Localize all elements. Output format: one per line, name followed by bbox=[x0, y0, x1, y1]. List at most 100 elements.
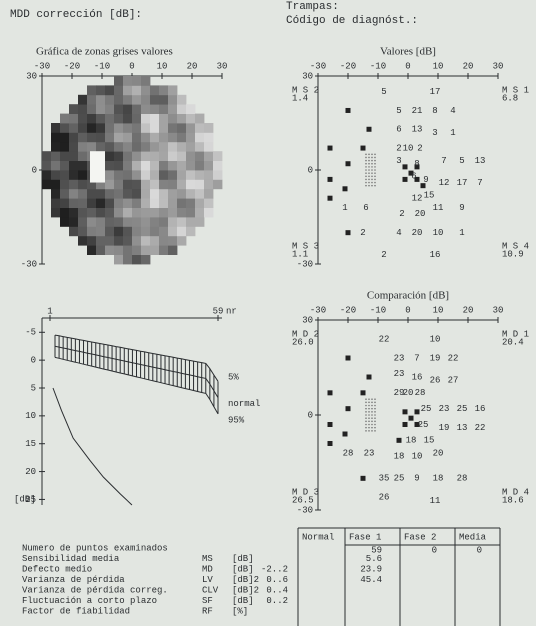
table-header: Normal bbox=[302, 532, 334, 542]
point-value: 16 bbox=[430, 250, 441, 260]
row-label: Fluctuación a corto plazo bbox=[22, 596, 157, 606]
x-tick-label: 0 bbox=[405, 61, 410, 71]
blind-spot-dot bbox=[374, 169, 376, 171]
row-label: Defecto medio bbox=[22, 564, 92, 574]
point-value: 23 bbox=[394, 353, 405, 363]
gray-cell bbox=[114, 123, 123, 133]
gray-cell bbox=[132, 76, 141, 86]
blind-spot-dot bbox=[371, 414, 373, 416]
row-abbr: SF bbox=[202, 596, 213, 606]
gray-cell bbox=[132, 189, 141, 199]
blind-spot-dot bbox=[374, 427, 376, 429]
gray-cell bbox=[96, 189, 105, 199]
gray-cell bbox=[186, 189, 195, 199]
table-cell: -2..2 bbox=[261, 564, 288, 574]
blind-spot-dot bbox=[374, 421, 376, 423]
gray-cell bbox=[114, 189, 123, 199]
gray-cell bbox=[69, 142, 78, 152]
gray-cell bbox=[96, 245, 105, 255]
gray-cell bbox=[51, 208, 60, 218]
x-tick-label: -10 bbox=[370, 61, 386, 71]
defect-square bbox=[367, 127, 372, 132]
blind-spot-dot bbox=[371, 185, 373, 187]
x-tick-label: 30 bbox=[493, 305, 504, 315]
gray-cell bbox=[123, 170, 132, 180]
gray-cell bbox=[177, 179, 186, 189]
blind-spot-dot bbox=[368, 175, 370, 177]
gray-cell bbox=[141, 189, 150, 199]
gray-cell bbox=[186, 151, 195, 161]
blind-spot-dot bbox=[365, 185, 367, 187]
y-tick-label: 30 bbox=[26, 71, 37, 81]
gray-cell bbox=[96, 123, 105, 133]
gray-cell bbox=[51, 189, 60, 199]
paper bbox=[0, 0, 536, 626]
blind-spot-dot bbox=[368, 160, 370, 162]
point-value: 7 bbox=[441, 156, 446, 166]
gray-cell bbox=[141, 208, 150, 218]
gray-cell bbox=[87, 208, 96, 218]
gray-cell bbox=[141, 151, 150, 161]
x-tick-label: -20 bbox=[64, 61, 80, 71]
y-tick-label: 0 bbox=[308, 410, 313, 420]
x-tick-label: 10 bbox=[157, 61, 168, 71]
gray-cell bbox=[141, 76, 150, 86]
row-unit: [%] bbox=[232, 606, 248, 616]
gray-cell bbox=[105, 170, 114, 180]
gray-cell bbox=[177, 123, 186, 133]
gray-cell bbox=[150, 123, 159, 133]
gray-cell bbox=[150, 208, 159, 218]
blind-spot-dot bbox=[365, 427, 367, 429]
table-cell: 0 bbox=[432, 545, 437, 555]
gray-cell bbox=[168, 217, 177, 227]
gray-cell bbox=[159, 245, 168, 255]
point-value: 5 bbox=[381, 87, 386, 97]
gray-cell bbox=[132, 132, 141, 142]
row-unit: [dB] bbox=[232, 564, 254, 574]
gray-cell bbox=[141, 226, 150, 236]
gray-cell bbox=[69, 114, 78, 124]
row-label: Numero de puntos examinados bbox=[22, 543, 168, 553]
y-tick-label: 0 bbox=[32, 165, 37, 175]
gray-cell bbox=[168, 132, 177, 142]
blind-spot-dot bbox=[368, 411, 370, 413]
defect-square bbox=[367, 375, 372, 380]
gray-cell bbox=[177, 208, 186, 218]
point-value: 9 bbox=[459, 203, 464, 213]
gray-cell bbox=[141, 95, 150, 105]
blind-spot-dot bbox=[371, 417, 373, 419]
blind-spot bbox=[90, 151, 105, 182]
point-value: 23 bbox=[439, 404, 450, 414]
gray-cell bbox=[159, 198, 168, 208]
gray-cell bbox=[186, 123, 195, 133]
gray-cell bbox=[123, 208, 132, 218]
gray-cell bbox=[60, 151, 69, 161]
gray-cell bbox=[132, 217, 141, 227]
gray-cell bbox=[105, 189, 114, 199]
gray-cell bbox=[204, 151, 213, 161]
gray-cell bbox=[114, 114, 123, 124]
gray-cell bbox=[114, 104, 123, 114]
gray-cell bbox=[78, 198, 87, 208]
gray-cell bbox=[150, 226, 159, 236]
blind-spot-dot bbox=[371, 398, 373, 400]
corner-value: 6.8 bbox=[502, 93, 518, 103]
gray-cell bbox=[132, 161, 141, 171]
x-tick-label: 20 bbox=[463, 305, 474, 315]
gray-cell bbox=[105, 85, 114, 95]
point-value: 35 bbox=[379, 474, 390, 484]
gray-cell bbox=[78, 142, 87, 152]
gray-cell bbox=[114, 226, 123, 236]
point-value: 20 bbox=[403, 388, 414, 398]
gray-cell bbox=[78, 123, 87, 133]
defect-square bbox=[328, 146, 333, 151]
blind-spot-dot bbox=[365, 402, 367, 404]
gray-cell bbox=[168, 85, 177, 95]
blind-spot-dot bbox=[365, 179, 367, 181]
gray-cell bbox=[177, 170, 186, 180]
gray-cell bbox=[105, 132, 114, 142]
point-value: 2 bbox=[417, 143, 422, 153]
gray-cell bbox=[150, 217, 159, 227]
point-value: 25 bbox=[421, 404, 432, 414]
blind-spot-dot bbox=[368, 405, 370, 407]
